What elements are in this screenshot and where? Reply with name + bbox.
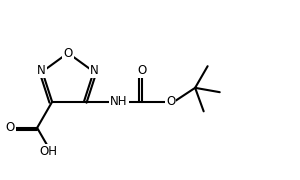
Text: NH: NH [110, 95, 128, 108]
Text: O: O [137, 64, 146, 77]
Text: OH: OH [39, 145, 57, 158]
Text: O: O [5, 121, 15, 134]
Text: N: N [37, 64, 46, 77]
Text: O: O [63, 46, 73, 60]
Text: O: O [166, 95, 176, 108]
Text: N: N [90, 64, 99, 77]
